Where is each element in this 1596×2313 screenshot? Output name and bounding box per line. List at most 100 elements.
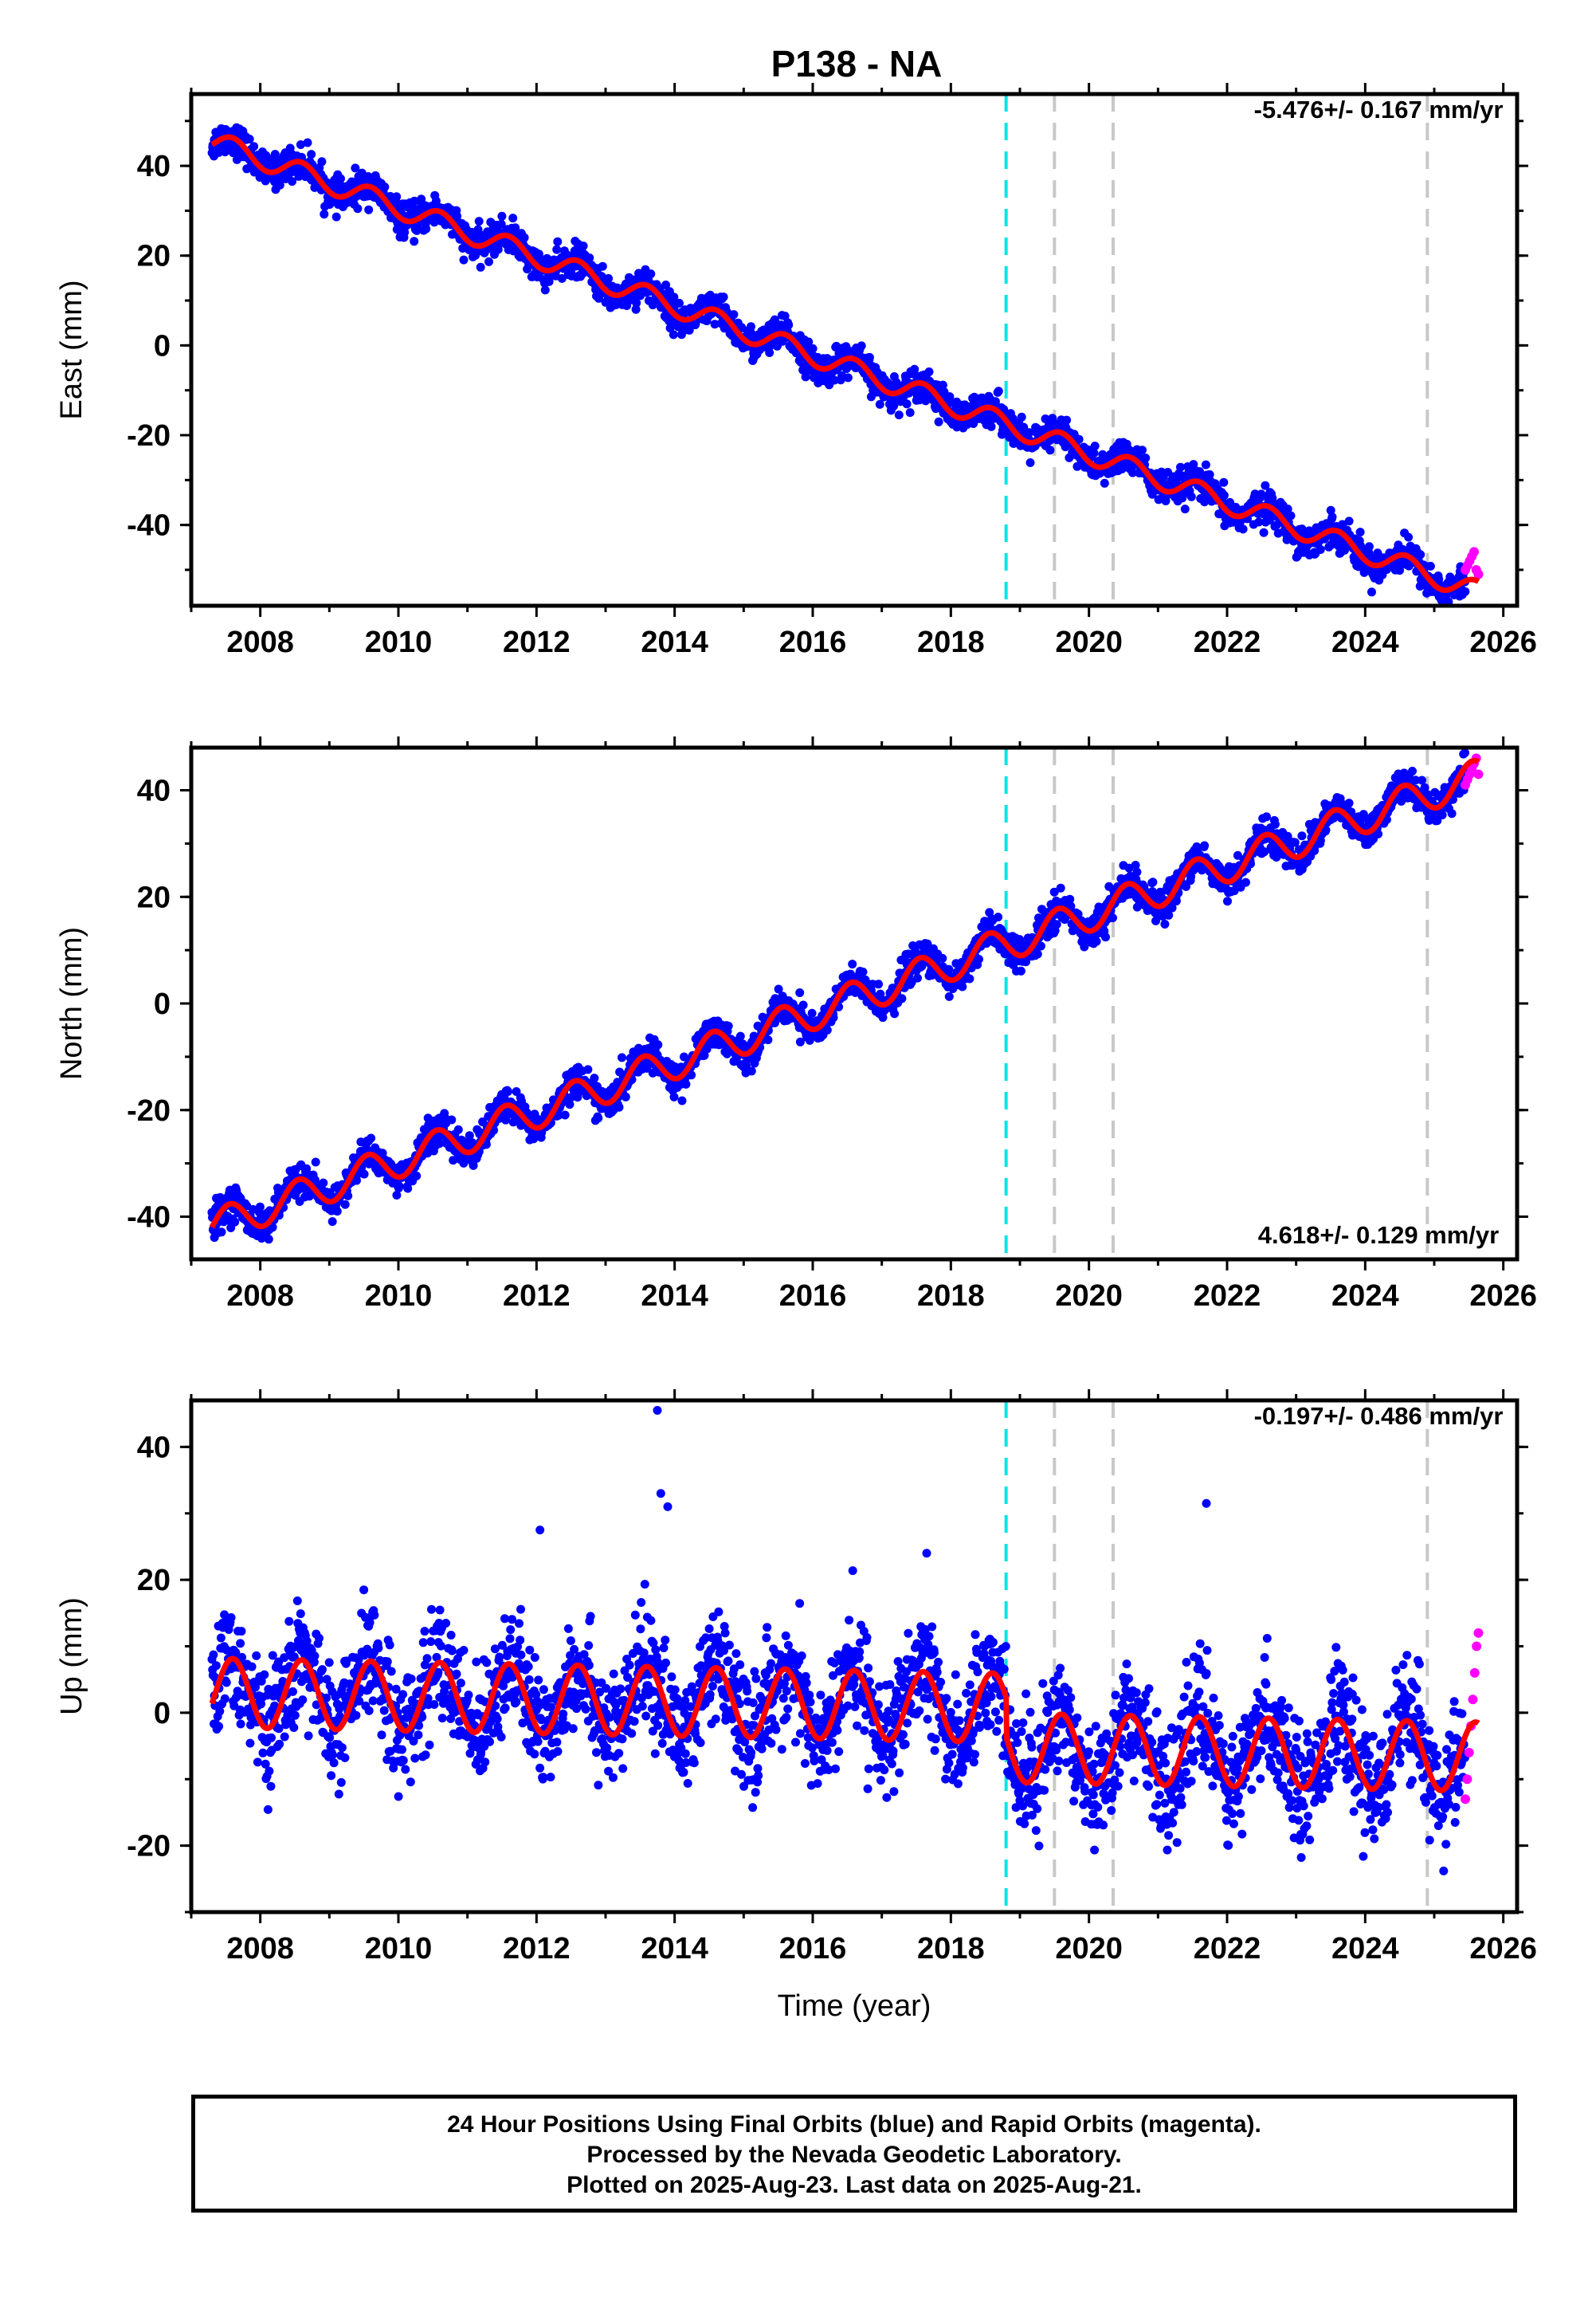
final-orbit-point — [632, 298, 641, 308]
final-orbit-point — [1444, 597, 1453, 606]
final-orbit-point — [1404, 532, 1414, 542]
final-orbit-point — [465, 1131, 474, 1141]
final-orbit-point — [552, 245, 562, 254]
final-orbit-point — [1425, 561, 1435, 571]
final-orbit-point — [1200, 497, 1210, 507]
final-orbit-point — [994, 913, 1003, 922]
y-tick-label: 40 — [137, 150, 171, 183]
final-orbit-point — [902, 399, 912, 409]
final-orbit-point — [400, 228, 410, 237]
final-orbit-point — [958, 982, 967, 992]
final-orbit-point — [410, 196, 419, 206]
final-orbit-point — [534, 249, 543, 259]
final-orbit-point — [1186, 492, 1196, 501]
final-orbit-point — [965, 974, 974, 984]
final-orbit-point — [481, 1140, 491, 1149]
final-orbit-point — [945, 392, 955, 402]
final-orbit-point — [453, 211, 462, 221]
final-orbit-point — [1148, 878, 1158, 887]
panel-north: 2008 2010 2012 2014 2016 2018 2020 2022 2024 2026… — [55, 736, 1537, 1313]
final-orbit-point — [504, 1087, 512, 1096]
final-orbit-point — [311, 1157, 320, 1167]
final-orbit-point — [364, 205, 374, 214]
final-orbit-point — [327, 1217, 337, 1227]
final-orbit-point — [1025, 428, 1034, 438]
final-orbit-point — [394, 1181, 404, 1191]
plot-frame — [189, 92, 1520, 608]
final-orbit-point — [646, 269, 656, 279]
final-orbit-point — [1367, 587, 1376, 597]
final-orbit-point — [249, 142, 259, 151]
final-orbit-point — [944, 992, 954, 1001]
final-orbit-point — [795, 988, 805, 997]
final-orbit-point — [675, 298, 684, 308]
final-orbit-point — [669, 293, 679, 302]
final-orbit-point — [303, 138, 312, 147]
final-orbit-point — [264, 1235, 273, 1244]
final-orbit-point — [974, 955, 983, 964]
x-tick-label: 2024 — [1331, 626, 1399, 659]
final-orbit-point — [1033, 949, 1042, 959]
final-orbit-point — [1052, 920, 1061, 929]
final-orbit-point — [1045, 446, 1055, 455]
final-orbit-point — [1262, 812, 1271, 822]
final-orbit-point — [367, 1133, 376, 1143]
final-orbit-point — [829, 375, 839, 385]
final-orbit-point — [1395, 566, 1405, 575]
final-orbit-point — [857, 341, 866, 351]
final-orbit-point — [784, 320, 794, 330]
final-orbit-point — [938, 953, 947, 963]
final-orbit-point — [1254, 517, 1264, 527]
final-orbit-point — [875, 399, 884, 409]
x-tick-label: 2014 — [641, 626, 708, 659]
final-orbit-point — [621, 1092, 630, 1102]
final-orbit-point — [447, 1115, 457, 1125]
final-orbit-point — [331, 212, 341, 222]
final-orbit-point — [1297, 831, 1307, 841]
final-orbit-point — [1089, 449, 1099, 457]
final-orbit-point — [848, 960, 857, 969]
final-orbit-point — [631, 304, 641, 314]
final-orbit-point — [994, 387, 1003, 396]
final-orbit-point — [798, 1000, 808, 1010]
final-orbit-point — [1434, 575, 1444, 583]
final-orbit-point — [275, 180, 284, 190]
y-axis-label: East (mm) — [55, 280, 88, 419]
final-orbit-point — [924, 367, 934, 376]
final-orbit-point — [843, 373, 853, 383]
final-orbit-point — [422, 224, 431, 234]
final-orbit-point — [598, 261, 607, 271]
final-orbit-point — [938, 380, 947, 390]
final-orbit-point — [747, 1066, 756, 1076]
x-tick-label: 2016 — [779, 626, 847, 659]
final-orbit-point — [1219, 477, 1229, 487]
final-orbit-point — [1100, 478, 1109, 488]
final-orbit-point — [807, 1008, 817, 1018]
final-orbit-point — [1016, 966, 1025, 976]
final-orbit-point — [255, 1202, 265, 1211]
final-orbit-point — [729, 310, 739, 320]
final-orbit-point — [1025, 458, 1035, 467]
y-tick-label: 0 — [154, 329, 171, 363]
final-orbit-point — [557, 273, 567, 283]
final-orbit-point — [1344, 516, 1354, 526]
final-orbit-point — [905, 408, 915, 418]
final-orbit-point — [978, 397, 988, 406]
final-orbit-point — [476, 262, 485, 272]
final-orbit-point — [1090, 442, 1100, 451]
final-orbit-point — [1200, 841, 1210, 850]
final-orbit-point — [865, 352, 874, 362]
final-orbit-point — [474, 217, 484, 226]
x-tick-label: 2026 — [1469, 626, 1537, 659]
final-orbit-point — [553, 237, 563, 246]
final-orbit-point — [493, 245, 503, 254]
final-orbit-point — [453, 1125, 463, 1134]
final-orbit-point — [332, 1207, 342, 1216]
final-orbit-point — [1261, 481, 1270, 490]
final-orbit-point — [832, 341, 841, 351]
final-orbit-point — [343, 1191, 353, 1200]
rapid-orbit-points — [1461, 547, 1484, 579]
final-orbit-point — [392, 192, 402, 202]
final-orbit-point — [578, 242, 588, 251]
